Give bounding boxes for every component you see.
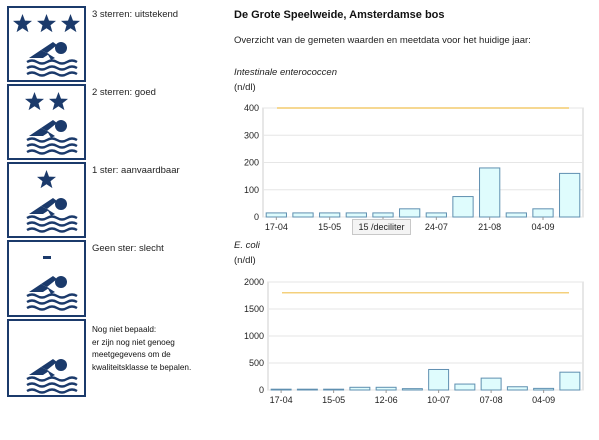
swimmer-icon: [13, 14, 80, 77]
swimmer-icon: [26, 359, 78, 394]
bar: [533, 387, 555, 391]
chart-unit-enterococci: (n/dl): [234, 82, 256, 93]
bar: [452, 196, 474, 218]
y-tick-label: 0: [254, 212, 259, 222]
y-tick-label: 500: [249, 358, 264, 368]
bar: [428, 368, 450, 391]
rating-badge-unknown: [7, 319, 86, 397]
y-tick-label: 0: [259, 385, 264, 395]
bar: [425, 212, 447, 218]
swimmer-figure: [26, 42, 78, 77]
bar: [323, 388, 345, 391]
x-tick-label: 12-06: [375, 395, 398, 405]
ecoli-bar-chart[interactable]: 0 500 1000 1500 2000 17-04 15-05 12-06 10-07 07-0…: [234, 274, 589, 414]
bar: [270, 388, 292, 391]
bar: [401, 388, 423, 391]
swimmer-figure: [26, 359, 78, 394]
legend-label-3-stars: 3 sterren: uitstekend: [92, 9, 179, 20]
y-tick-label: 400: [244, 103, 259, 113]
bar: [399, 208, 421, 218]
y-tick-label: 300: [244, 130, 259, 140]
swimmer-icon: [26, 170, 78, 233]
rating-badge-2-stars: [7, 84, 86, 160]
dash-icon: [43, 256, 51, 259]
bar-value-tooltip: 15 /deciliter: [352, 219, 411, 235]
legend-label-1-star: 1 ster: aanvaardbaar: [92, 165, 180, 176]
legend-unknown-line: er zijn nog niet genoeg: [92, 337, 175, 347]
x-tick-label: 07-08: [480, 395, 503, 405]
swimmer-figure: [26, 198, 78, 233]
chart-title-ecoli: E. coli: [234, 240, 260, 251]
x-tick-label: 15-05: [318, 222, 341, 232]
chart-title-enterococci: Intestinale enterococcen: [234, 67, 337, 78]
bar: [480, 377, 502, 391]
legend-label-unknown: Nog niet bepaald: er zijn nog niet genoe…: [92, 324, 217, 374]
star-icon: [37, 14, 56, 33]
x-tick-label: 15-05: [322, 395, 345, 405]
rating-badge-no-star: [7, 240, 86, 317]
x-tick-label: 21-08: [478, 222, 501, 232]
legend-label-2-stars: 2 sterren: goed: [92, 87, 156, 98]
x-tick-label: 17-04: [270, 395, 293, 405]
x-tick-label: 04-09: [532, 395, 555, 405]
bar: [372, 212, 394, 218]
bar: [265, 212, 287, 218]
star-icon: [13, 14, 32, 33]
location-title: De Grote Speelweide, Amsterdamse bos: [234, 9, 445, 21]
bar: [559, 371, 581, 391]
chart-unit-ecoli: (n/dl): [234, 255, 256, 266]
bar: [319, 212, 341, 218]
rating-badge-3-stars: [7, 6, 86, 82]
bar: [375, 386, 397, 391]
bar: [505, 212, 527, 218]
y-tick-label: 200: [244, 158, 259, 168]
y-tick-label: 100: [244, 185, 259, 195]
x-tick-label: 10-07: [427, 395, 450, 405]
x-tick-label: 24-07: [425, 222, 448, 232]
legend-unknown-line: kwaliteitsklasse te bepalen.: [92, 362, 192, 372]
bar: [296, 388, 318, 391]
y-tick-label: 1000: [244, 331, 264, 341]
swimmer-icon: [25, 92, 78, 155]
x-tick-label: 04-09: [531, 222, 554, 232]
bar: [345, 212, 367, 218]
legend-unknown-line: Nog niet bepaald:: [92, 325, 157, 334]
bar: [506, 386, 528, 391]
swimmer-figure: [26, 276, 78, 311]
bar: [479, 167, 501, 218]
bar: [559, 172, 581, 218]
x-tick-label: 17-04: [265, 222, 288, 232]
bar: [454, 383, 476, 391]
rating-badge-1-star: [7, 162, 86, 238]
swimmer-icon: [26, 256, 78, 311]
y-tick-label: 1500: [244, 304, 264, 314]
star-icon: [37, 170, 56, 189]
legend-unknown-line: meetgegevens om de: [92, 350, 171, 359]
star-icon: [49, 92, 68, 111]
star-icon: [61, 14, 80, 33]
bar: [292, 212, 314, 218]
y-tick-label: 2000: [244, 277, 264, 287]
legend-label-no-star: Geen ster: slecht: [92, 243, 164, 254]
bar: [349, 386, 371, 391]
bar: [532, 208, 554, 218]
star-icon: [25, 92, 44, 111]
page-subtitle: Overzicht van de gemeten waarden en meet…: [234, 35, 531, 46]
swimmer-figure: [26, 120, 78, 155]
